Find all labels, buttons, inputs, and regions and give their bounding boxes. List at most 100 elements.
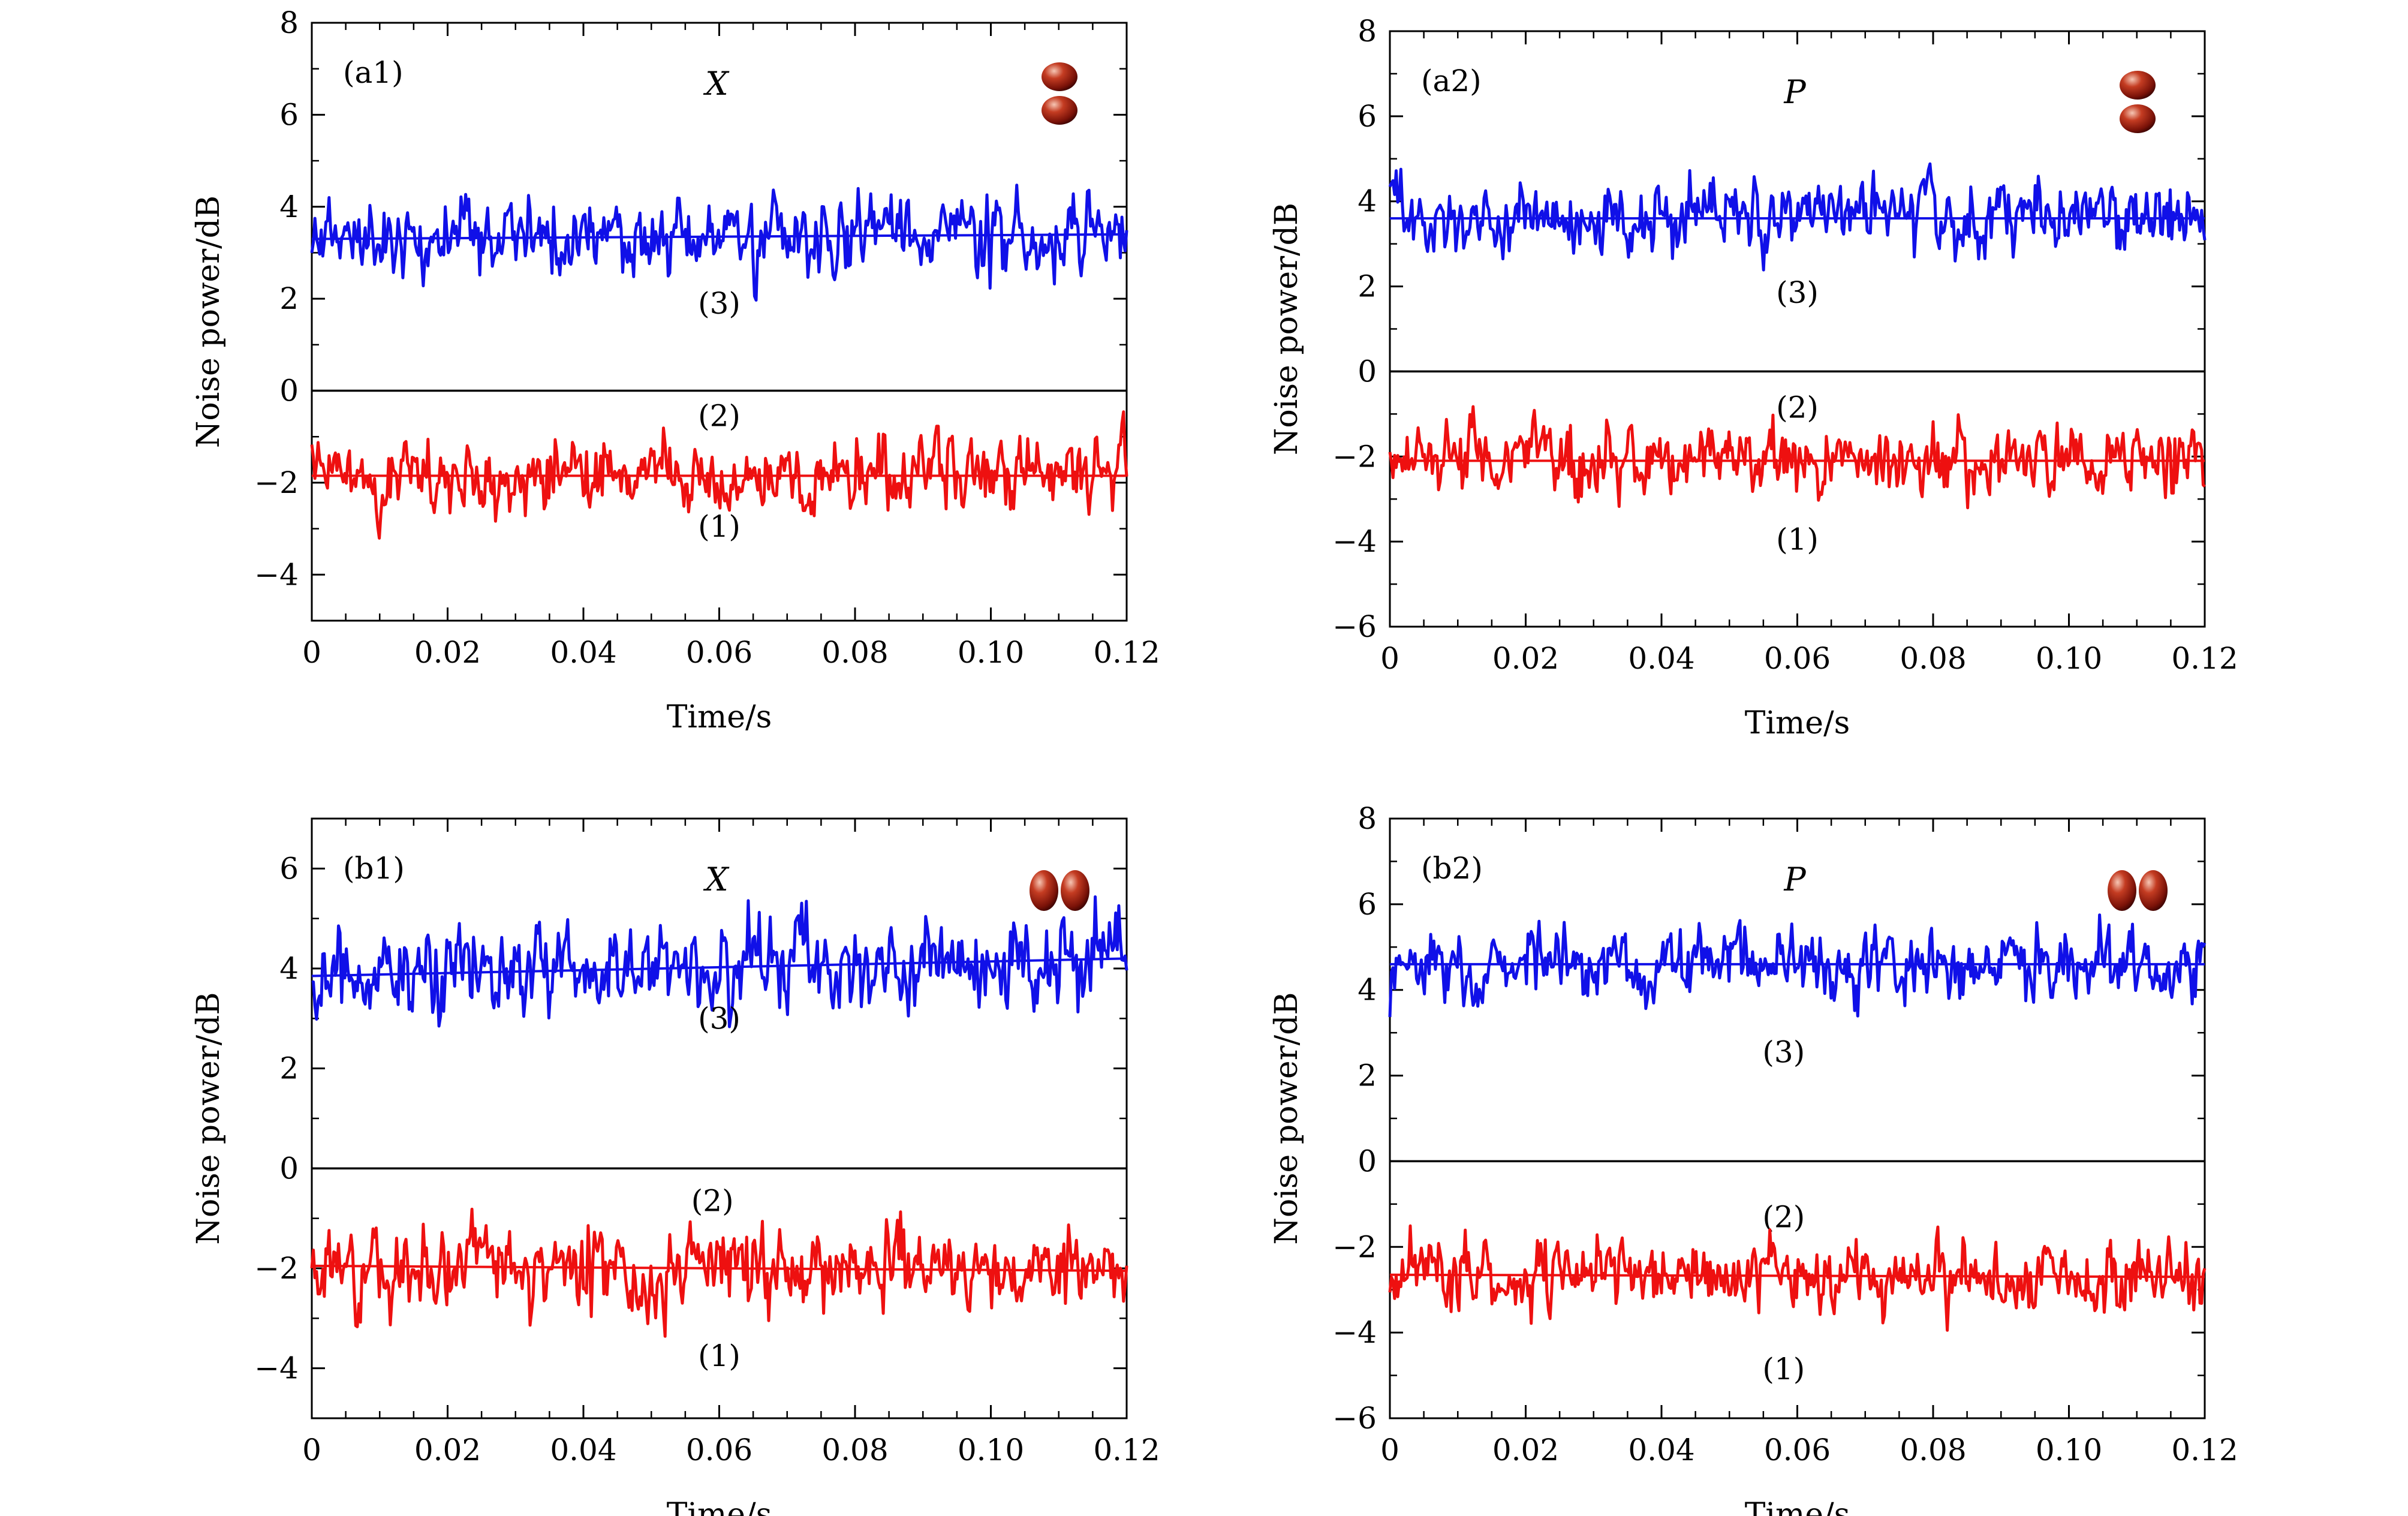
x-tick-label: 0.04 (550, 1433, 616, 1467)
x-tick-label: 0 (1380, 1433, 1399, 1467)
y-tick-label: −6 (1332, 609, 1377, 644)
series-fit-line-1 (1389, 1273, 2205, 1279)
quadrature-label: P (1783, 73, 1807, 111)
x-tick-label: 0.10 (2036, 641, 2102, 676)
curve-label-2: (2) (691, 1184, 734, 1219)
x-tick-label: 0.02 (1492, 1433, 1559, 1467)
mode-lobe-right-icon (1061, 870, 1089, 911)
mode-lobe-bottom-icon (1042, 96, 1077, 125)
y-tick-label: 8 (1357, 801, 1377, 836)
y-tick-label: −4 (254, 557, 299, 592)
x-tick-label: 0.02 (414, 1433, 481, 1467)
series-trace-1 (310, 1207, 1128, 1338)
y-tick-label: 8 (279, 5, 299, 40)
x-tick-label: 0.08 (821, 635, 888, 670)
y-tick-label: 0 (279, 1151, 299, 1186)
panel-label: (b2) (1421, 851, 1483, 886)
curve-label-1: (1) (1776, 522, 1819, 557)
x-tick-label: 0.06 (1764, 1433, 1831, 1467)
panel-a2: 0 0.02 0.04 0.06 0.08 0.10 0.12 −6 −4 −2 0 2 4 6 8 Time… (1269, 14, 2238, 741)
y-tick-label: 8 (1357, 14, 1377, 49)
mode-lobe-top-icon (2120, 71, 2156, 100)
x-tick-label: 0.10 (958, 1433, 1024, 1467)
x-axis-label: Time/s (667, 699, 772, 735)
mode-icon (2120, 71, 2156, 133)
y-tick-label: −2 (1332, 439, 1377, 474)
mode-lobe-bottom-icon (2120, 104, 2156, 133)
quadrature-label: X (703, 861, 730, 898)
mode-lobe-right-icon (2139, 870, 2168, 911)
panel-b1: 0 0.02 0.04 0.06 0.08 0.10 0.12 −4 −2 0 2 4 6 Time/s N… (191, 817, 1160, 1516)
series-fit-line-3 (311, 233, 1127, 240)
x-tick-label: 0.04 (1628, 641, 1694, 676)
series-trace-3 (1388, 162, 2207, 272)
curve-label-2: (2) (1776, 390, 1819, 425)
y-tick-label: 0 (279, 374, 299, 408)
x-tick-label: 0.08 (1900, 641, 1966, 676)
x-tick-label: 0.10 (958, 635, 1024, 670)
x-tick-label: 0.08 (821, 1433, 888, 1467)
x-tick-label: 0.10 (2036, 1433, 2102, 1467)
series-fit-line-1 (311, 1264, 1127, 1273)
x-tick-label: 0 (302, 635, 321, 670)
curve-label-1: (1) (698, 1338, 741, 1373)
x-tick-label: 0.04 (550, 635, 616, 670)
x-tick-label: 0.08 (1900, 1433, 1966, 1467)
y-tick-label: −4 (1332, 524, 1377, 559)
y-tick-label: −6 (1332, 1401, 1377, 1436)
curve-label-3: (3) (698, 286, 741, 321)
y-tick-label: 6 (1357, 887, 1377, 922)
x-tick-label: 0.04 (1628, 1433, 1694, 1467)
y-axis-label: Noise power/dB (1269, 203, 1305, 455)
x-tick-label: 0.12 (1093, 1433, 1160, 1467)
curve-label-1: (1) (698, 509, 741, 544)
curve-label-3: (3) (1776, 275, 1819, 310)
y-tick-label: 4 (279, 951, 299, 986)
panel-b2: 0 0.02 0.04 0.06 0.08 0.10 0.12 −6 −4 −2 0 2 4 6 8 Time… (1269, 801, 2238, 1516)
y-tick-label: −2 (254, 1251, 299, 1286)
panel-a1: 0 0.02 0.04 0.06 0.08 0.10 0.12 −4 −2 0 2 4 6 8 Time/s… (191, 5, 1160, 735)
y-tick-label: 2 (1357, 269, 1377, 304)
y-tick-label: 2 (279, 1051, 299, 1086)
mode-lobe-left-icon (2108, 870, 2136, 911)
y-tick-label: −4 (254, 1351, 299, 1386)
y-axis-label: Noise power/dB (1269, 992, 1305, 1244)
y-tick-label: 0 (1357, 354, 1377, 389)
x-tick-label: 0.06 (686, 1433, 752, 1467)
curve-label-2: (2) (698, 399, 741, 434)
panel-label: (b1) (343, 851, 405, 886)
curve-label-1: (1) (1762, 1352, 1805, 1386)
y-tick-label: 2 (279, 281, 299, 316)
x-axis-label: Time/s (1745, 705, 1850, 741)
x-tick-label: 0.12 (2171, 1433, 2238, 1467)
y-tick-label: 2 (1357, 1058, 1377, 1093)
series-trace-3 (311, 895, 1128, 1028)
y-tick-label: 4 (1357, 973, 1377, 1007)
series-trace-1 (1388, 405, 2206, 510)
quadrature-label: X (703, 65, 730, 103)
panel-label: (a1) (343, 55, 404, 90)
y-tick-label: 6 (279, 851, 299, 886)
y-tick-label: −4 (1332, 1315, 1377, 1350)
y-tick-label: 4 (279, 190, 299, 224)
x-tick-label: 0 (1380, 641, 1399, 676)
x-tick-label: 0.02 (414, 635, 481, 670)
plot-frame (1389, 817, 2206, 1419)
quadrature-label: P (1783, 861, 1807, 898)
y-axis-label: Noise power/dB (191, 195, 227, 448)
mode-lobe-top-icon (1042, 62, 1077, 91)
x-axis-label: Time/s (667, 1497, 772, 1516)
y-tick-label: 6 (279, 97, 299, 132)
panel-label: (a2) (1421, 64, 1482, 98)
x-tick-label: 0.12 (1093, 635, 1160, 670)
plot-frame (311, 817, 1128, 1419)
y-tick-label: 0 (1357, 1144, 1377, 1178)
x-axis-label: Time/s (1745, 1497, 1850, 1516)
series-trace-1 (1388, 1224, 2207, 1332)
mode-lobe-left-icon (1030, 870, 1058, 911)
mode-icon (1042, 62, 1077, 125)
x-tick-label: 0 (302, 1433, 321, 1467)
mode-icon (2108, 870, 2168, 911)
series-trace-3 (310, 184, 1128, 302)
